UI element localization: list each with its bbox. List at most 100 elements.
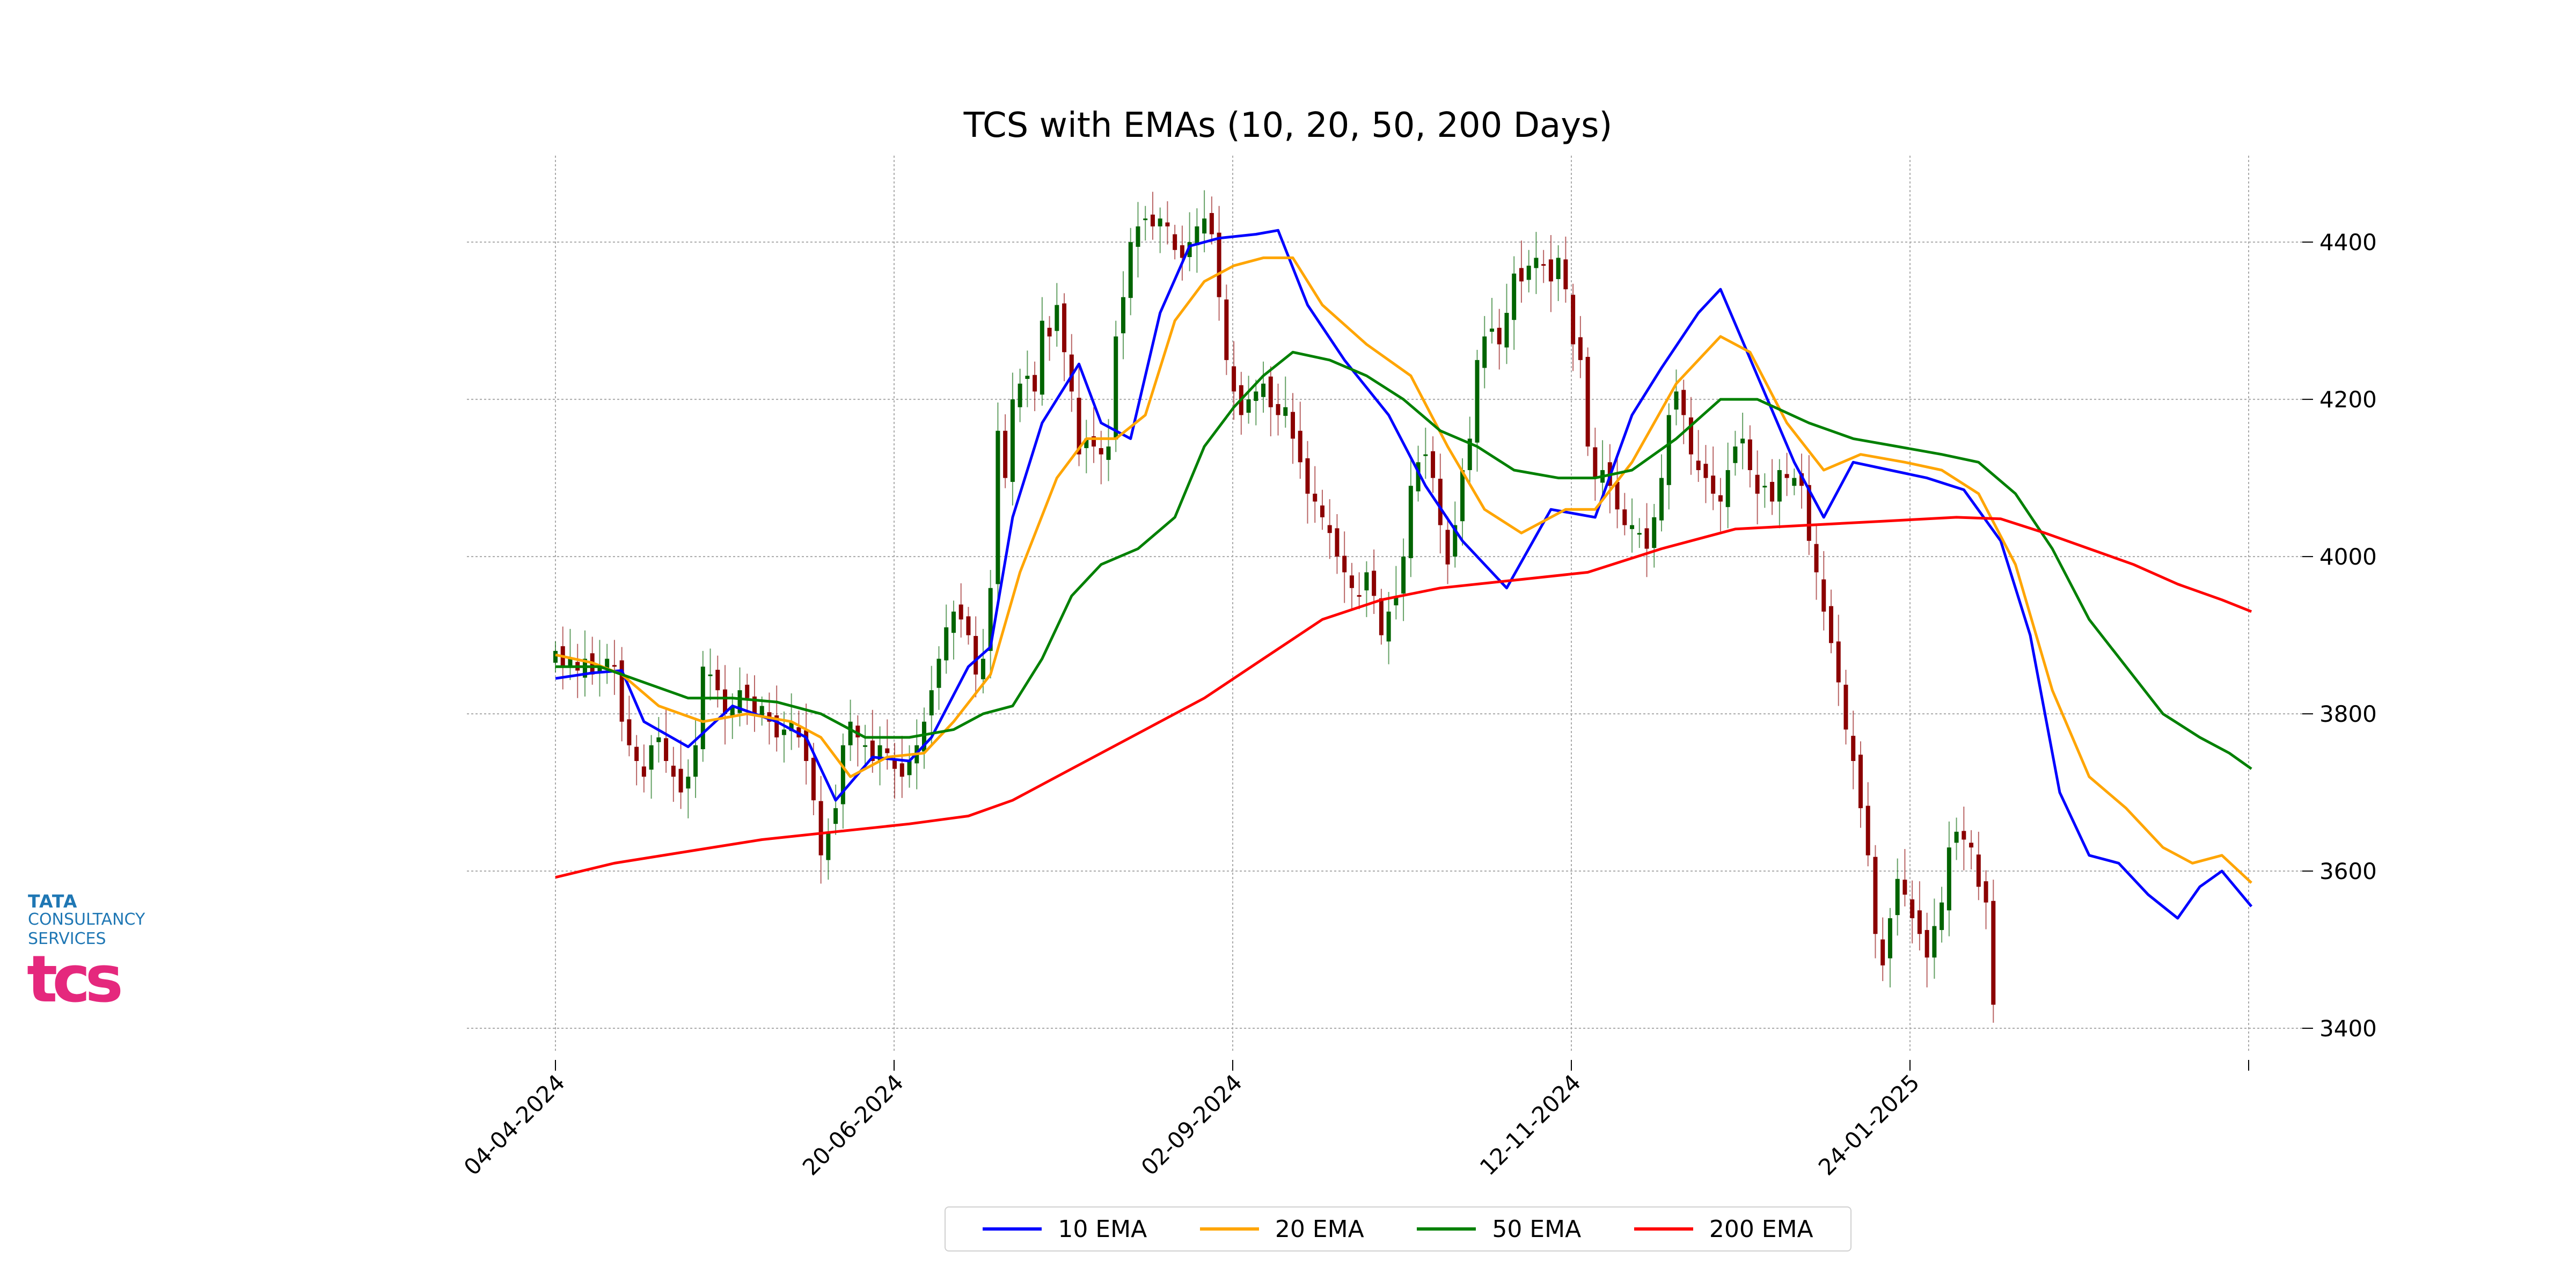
candle bbox=[1187, 212, 1192, 272]
candle bbox=[1969, 830, 1974, 870]
candle bbox=[1445, 516, 1450, 584]
x-axis-ticks: 04-04-2024 20-06-2024 02-09-2024 12-11-2024… bbox=[459, 1060, 2249, 1181]
candle bbox=[1585, 347, 1590, 456]
candle bbox=[612, 640, 617, 695]
candle bbox=[1526, 250, 1531, 292]
candle bbox=[1858, 741, 1863, 828]
candle bbox=[1733, 430, 1738, 476]
candle bbox=[1703, 445, 1708, 503]
candle bbox=[796, 711, 801, 748]
chart-title: TCS with EMAs (10, 20, 50, 200 Days) bbox=[963, 106, 1613, 145]
candle bbox=[1335, 514, 1340, 574]
logo-tcs-mark: tcs bbox=[27, 942, 123, 1017]
candle bbox=[575, 643, 580, 698]
candle bbox=[1047, 316, 1052, 361]
candle bbox=[1195, 208, 1199, 273]
candle bbox=[1062, 293, 1067, 382]
candle bbox=[627, 696, 632, 757]
candle bbox=[1674, 369, 1679, 426]
candle bbox=[1033, 361, 1037, 412]
candle bbox=[1261, 361, 1266, 413]
candle bbox=[1770, 459, 1775, 515]
candle bbox=[1932, 898, 1937, 979]
candle bbox=[582, 630, 587, 697]
candle bbox=[1386, 592, 1391, 664]
legend-label: 200 EMA bbox=[1709, 1215, 1813, 1243]
candle bbox=[996, 402, 1000, 603]
candle bbox=[1843, 670, 1848, 745]
candle bbox=[1630, 498, 1635, 553]
candle bbox=[966, 606, 971, 645]
y-tick-label: 4400 bbox=[2319, 229, 2377, 255]
candle bbox=[737, 667, 742, 727]
candle bbox=[1747, 425, 1752, 488]
candle bbox=[1320, 489, 1324, 530]
candle bbox=[936, 646, 941, 710]
candle bbox=[944, 604, 949, 674]
x-tick-label: 12-11-2024 bbox=[1475, 1069, 1586, 1180]
legend-swatch bbox=[1417, 1227, 1476, 1231]
candle bbox=[1799, 453, 1804, 509]
candle bbox=[1475, 349, 1480, 472]
candle bbox=[1880, 917, 1885, 982]
candle bbox=[826, 818, 831, 880]
y-gridlines bbox=[467, 241, 2302, 1029]
candle bbox=[1615, 453, 1620, 529]
x-tick-label: 04-04-2024 bbox=[459, 1069, 570, 1180]
candle bbox=[1873, 845, 1878, 958]
candle bbox=[1659, 454, 1664, 532]
candle bbox=[1548, 235, 1553, 312]
candle bbox=[1962, 806, 1966, 870]
candlesticks bbox=[553, 190, 1996, 1023]
y-tick-label: 4200 bbox=[2319, 386, 2377, 413]
candle bbox=[678, 740, 683, 809]
candle bbox=[1865, 782, 1870, 867]
candle bbox=[1887, 908, 1892, 987]
candle bbox=[1622, 493, 1627, 536]
candle bbox=[877, 726, 882, 786]
candle bbox=[1571, 283, 1576, 371]
candle bbox=[1069, 334, 1074, 412]
candle bbox=[649, 735, 654, 799]
candle bbox=[693, 718, 698, 798]
candle bbox=[1821, 551, 1826, 631]
x-tick-label: 24-01-2025 bbox=[1813, 1069, 1924, 1180]
candle bbox=[1482, 316, 1487, 389]
candle bbox=[1106, 419, 1111, 481]
candle bbox=[1254, 379, 1258, 426]
candle bbox=[1342, 531, 1347, 603]
tcs-logo: TATA CONSULTANCY SERVICES tcs bbox=[27, 891, 188, 1020]
candle bbox=[1268, 366, 1273, 436]
candle bbox=[1003, 414, 1008, 488]
legend-swatch bbox=[1634, 1227, 1693, 1231]
ema-lines bbox=[555, 229, 2253, 920]
x-gridlines bbox=[555, 156, 2249, 1052]
candle bbox=[892, 743, 897, 799]
candle bbox=[907, 745, 912, 788]
candle bbox=[1327, 499, 1332, 559]
y-axis-ticks: 3400 3600 3800 4000 4200 4400 bbox=[2302, 229, 2377, 1042]
candle bbox=[1512, 256, 1517, 350]
candle bbox=[1946, 821, 1951, 936]
legend-swatch bbox=[983, 1227, 1042, 1231]
candle bbox=[568, 628, 573, 680]
legend-item: 10 EMA bbox=[983, 1216, 1147, 1243]
candle bbox=[1092, 407, 1096, 463]
candle bbox=[700, 650, 705, 762]
candle bbox=[664, 707, 669, 773]
candle bbox=[1136, 202, 1140, 278]
ema-line-20-ema bbox=[555, 256, 2252, 884]
y-tick-label: 3800 bbox=[2319, 701, 2377, 727]
candle bbox=[855, 715, 860, 767]
candle bbox=[1829, 589, 1834, 654]
candle bbox=[1777, 459, 1782, 529]
logo-consultancy-text: CONSULTANCY bbox=[28, 910, 145, 929]
y-tick-label: 3600 bbox=[2319, 858, 2377, 884]
candle bbox=[974, 616, 978, 698]
candle bbox=[958, 583, 963, 638]
candle bbox=[1519, 240, 1524, 303]
legend-label: 50 EMA bbox=[1492, 1215, 1582, 1243]
candle bbox=[1504, 283, 1509, 364]
candle bbox=[1394, 566, 1399, 620]
candle bbox=[1467, 416, 1472, 486]
